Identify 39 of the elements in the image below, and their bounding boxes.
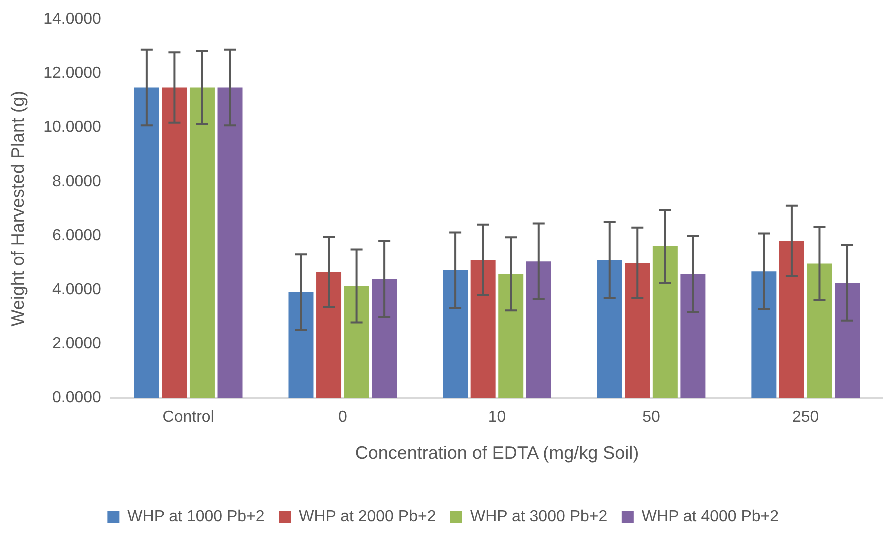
bar bbox=[752, 272, 777, 398]
y-tick-label: 12.0000 bbox=[44, 65, 102, 82]
bar bbox=[443, 270, 468, 398]
x-tick-label: Control bbox=[162, 409, 214, 426]
bar bbox=[779, 241, 804, 398]
bar bbox=[597, 260, 622, 398]
bar bbox=[288, 292, 314, 398]
bar bbox=[372, 279, 398, 398]
y-tick-label: 8.0000 bbox=[52, 173, 102, 190]
bar bbox=[162, 88, 188, 398]
y-tick-label: 14.0000 bbox=[44, 11, 102, 28]
bar bbox=[190, 88, 215, 398]
y-tick-label: 6.0000 bbox=[52, 227, 102, 244]
bar bbox=[316, 272, 342, 398]
bar bbox=[498, 274, 524, 398]
bar bbox=[526, 262, 552, 398]
y-tick-label: 4.0000 bbox=[52, 281, 102, 298]
x-tick-label: 10 bbox=[488, 409, 506, 426]
bar bbox=[835, 283, 860, 398]
bar bbox=[807, 264, 832, 398]
x-tick-label: 50 bbox=[642, 409, 661, 426]
y-tick-label: 2.0000 bbox=[52, 336, 102, 353]
bar bbox=[625, 262, 650, 398]
legend-label: WHP at 3000 Pb+2 bbox=[470, 508, 608, 526]
bar bbox=[680, 274, 706, 398]
x-tick-label: 0 bbox=[338, 409, 348, 426]
bar bbox=[218, 88, 243, 398]
legend-label: WHP at 1000 Pb+2 bbox=[128, 508, 265, 526]
bar bbox=[652, 246, 678, 398]
x-axis-title: Concentration of EDTA (mg/kg Soil) bbox=[355, 443, 640, 464]
y-tick-label: 10.0000 bbox=[44, 119, 102, 136]
y-axis-title: Weight of Harvested Plant (g) bbox=[8, 91, 28, 327]
legend-label: WHP at 2000 Pb+2 bbox=[299, 508, 436, 526]
bar bbox=[134, 88, 160, 398]
bar bbox=[470, 260, 496, 398]
bar bbox=[344, 286, 370, 398]
y-tick-label: 0.0000 bbox=[52, 390, 102, 407]
legend-label: WHP at 4000 Pb+2 bbox=[642, 508, 780, 526]
x-tick-label: 250 bbox=[792, 409, 820, 426]
